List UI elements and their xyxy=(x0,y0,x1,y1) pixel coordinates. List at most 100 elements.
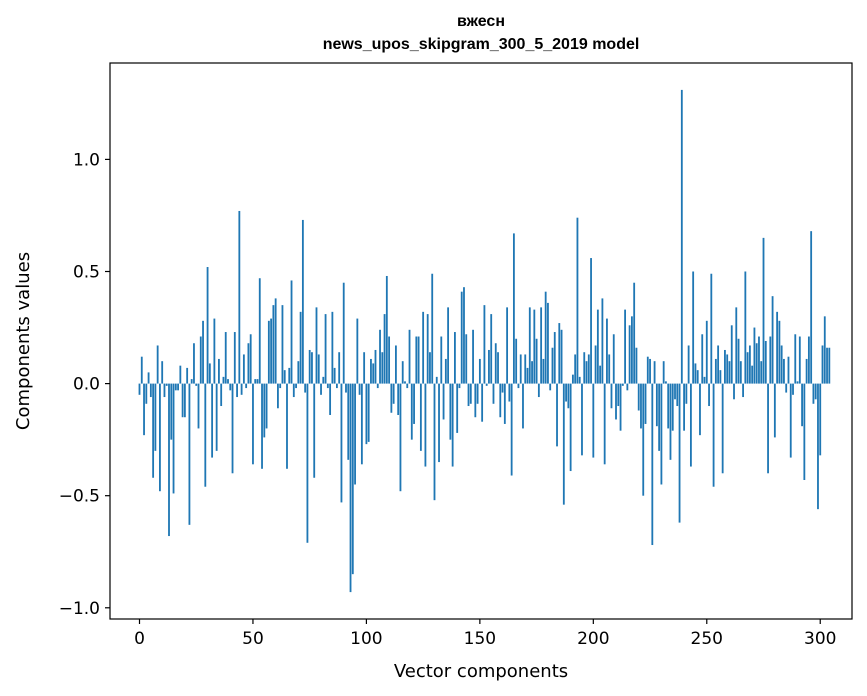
bar xyxy=(528,307,531,384)
bar xyxy=(565,383,567,402)
bar xyxy=(149,383,152,398)
bar xyxy=(140,356,143,384)
bar xyxy=(415,336,418,384)
bar xyxy=(163,383,166,398)
bar xyxy=(174,383,177,391)
bar xyxy=(776,311,779,384)
bar xyxy=(379,329,381,384)
bar xyxy=(311,352,313,384)
bar xyxy=(696,370,699,384)
bar xyxy=(578,376,581,384)
bar xyxy=(760,361,763,384)
bar xyxy=(594,345,597,384)
chart-title: вжесн xyxy=(456,13,505,30)
bar xyxy=(183,383,186,418)
bar xyxy=(499,383,502,418)
bar xyxy=(333,367,336,384)
bar xyxy=(685,383,688,404)
bar xyxy=(674,383,676,400)
bar xyxy=(533,309,536,384)
bar xyxy=(701,334,704,384)
bar xyxy=(467,383,470,407)
bar xyxy=(360,383,363,465)
bar xyxy=(783,358,785,384)
bar xyxy=(549,383,552,391)
bar xyxy=(576,217,579,384)
bar xyxy=(798,336,801,384)
bar xyxy=(286,383,288,469)
bar xyxy=(501,383,504,393)
bar xyxy=(442,383,445,420)
bar xyxy=(458,383,461,389)
bar xyxy=(692,271,695,384)
bar xyxy=(703,376,706,384)
bar xyxy=(755,343,758,384)
bar xyxy=(655,383,658,427)
x-tick-label: 0 xyxy=(134,629,145,649)
bar xyxy=(817,383,819,510)
bar xyxy=(553,332,556,384)
bar xyxy=(233,332,236,384)
bar xyxy=(252,383,254,465)
bar xyxy=(805,358,808,384)
bar xyxy=(331,311,334,384)
chart-subtitle: news_upos_skipgram_300_5_2019 model xyxy=(322,36,640,53)
bar xyxy=(542,358,545,384)
bar xyxy=(292,383,295,398)
bar xyxy=(569,383,572,472)
bar xyxy=(535,338,538,384)
bar xyxy=(619,383,622,431)
bar xyxy=(429,352,431,384)
bar xyxy=(753,327,756,384)
axes-frame xyxy=(109,62,853,620)
bar xyxy=(356,318,359,384)
bar xyxy=(202,320,204,384)
bar xyxy=(170,383,173,440)
bar xyxy=(454,332,456,384)
bar xyxy=(571,374,574,384)
bar xyxy=(488,349,490,384)
x-tick-label: 50 xyxy=(242,629,264,649)
bar xyxy=(395,345,397,384)
bar xyxy=(642,383,645,496)
bar xyxy=(617,383,620,407)
bar xyxy=(826,347,828,384)
bar xyxy=(492,383,495,404)
bar xyxy=(159,383,161,492)
bar xyxy=(803,383,806,480)
bar xyxy=(463,287,465,384)
bar xyxy=(687,345,690,384)
bar xyxy=(410,383,413,440)
bar xyxy=(599,365,602,384)
bar xyxy=(449,383,452,440)
bar xyxy=(181,383,184,418)
y-axis-label: Components values xyxy=(13,252,34,430)
bar xyxy=(651,383,654,546)
bar xyxy=(490,314,493,384)
bar xyxy=(810,231,813,384)
bar xyxy=(372,363,375,384)
bar xyxy=(199,336,202,384)
bar xyxy=(640,383,642,429)
bar xyxy=(497,352,499,384)
bar xyxy=(326,383,329,389)
bar xyxy=(506,307,509,384)
bar xyxy=(796,381,799,384)
bar xyxy=(478,358,481,384)
bar xyxy=(669,383,672,460)
bar xyxy=(408,329,411,384)
bar xyxy=(644,383,647,424)
bar xyxy=(376,383,379,389)
bar xyxy=(601,298,604,384)
bar xyxy=(678,383,681,523)
bar xyxy=(440,336,443,384)
bar xyxy=(340,383,343,503)
bar xyxy=(220,383,223,407)
bar xyxy=(560,329,563,384)
bar xyxy=(512,233,515,384)
bar xyxy=(812,383,815,404)
bar xyxy=(397,383,400,415)
bar xyxy=(168,383,170,537)
bar xyxy=(694,363,697,384)
bar xyxy=(705,320,708,384)
